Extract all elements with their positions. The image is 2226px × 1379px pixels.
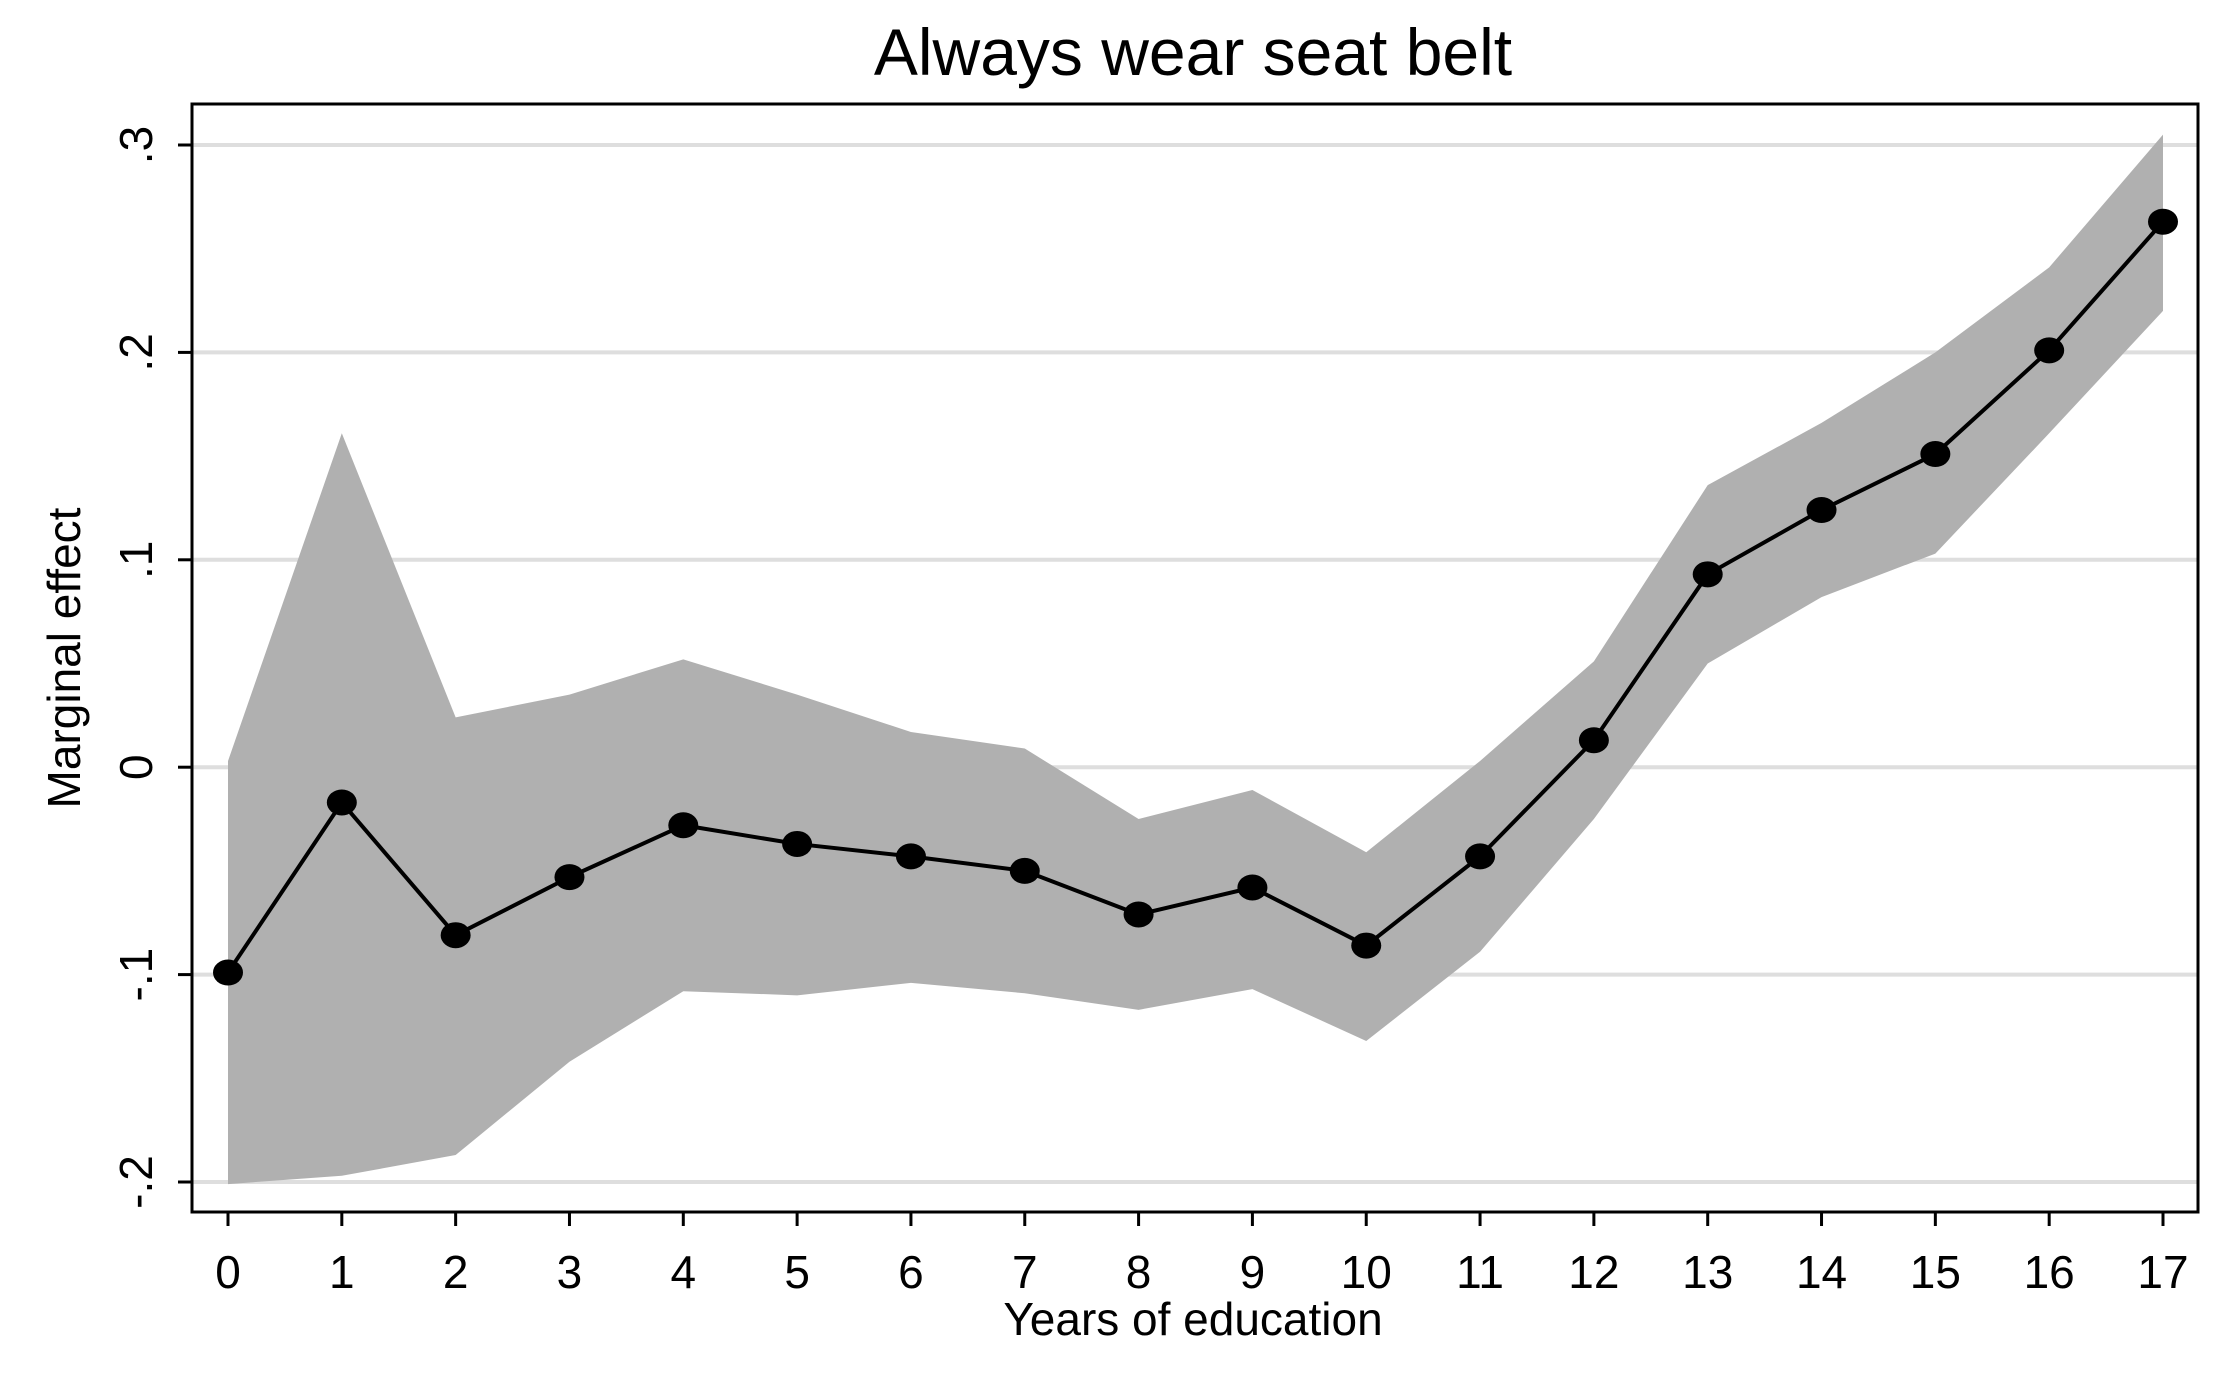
x-tick-label-12: 12 — [1568, 1246, 1619, 1298]
data-point-4 — [668, 812, 699, 839]
data-point-14 — [1806, 497, 1837, 524]
x-tick-label-2: 2 — [443, 1246, 469, 1298]
data-point-8 — [1123, 901, 1154, 928]
x-tick-label-13: 13 — [1682, 1246, 1733, 1298]
data-point-3 — [554, 864, 585, 891]
y-tick-label-2: 0 — [110, 754, 162, 780]
x-tick-label-1: 1 — [329, 1246, 355, 1298]
x-tick-label-0: 0 — [215, 1246, 241, 1298]
x-tick-label-17: 17 — [2137, 1246, 2188, 1298]
x-tick-label-10: 10 — [1341, 1246, 1392, 1298]
y-tick-label-3: .1 — [110, 541, 162, 579]
y-tick-label-4: .2 — [110, 333, 162, 371]
y-axis-label: Marginal effect — [38, 507, 90, 808]
confidence-band — [228, 134, 2163, 1185]
data-point-11 — [1465, 843, 1496, 870]
x-tick-label-8: 8 — [1126, 1246, 1152, 1298]
data-point-6 — [895, 843, 926, 870]
data-point-9 — [1237, 874, 1268, 901]
x-tick-label-3: 3 — [557, 1246, 583, 1298]
data-point-10 — [1351, 932, 1382, 959]
x-tick-label-14: 14 — [1796, 1246, 1847, 1298]
data-point-7 — [1009, 857, 1040, 884]
x-tick-label-5: 5 — [784, 1246, 810, 1298]
data-point-0 — [213, 959, 243, 986]
x-tick-label-9: 9 — [1240, 1246, 1266, 1298]
y-axis: -.2 -.1 0 .1 .2 .3 — [110, 126, 192, 1209]
data-point-5 — [782, 830, 813, 857]
y-tick-label-0: -.2 — [110, 1155, 162, 1209]
x-tick-label-7: 7 — [1012, 1246, 1038, 1298]
confidence-band-layer — [228, 134, 2163, 1185]
y-tick-label-1: -.1 — [110, 948, 162, 1002]
x-tick-label-16: 16 — [2024, 1246, 2075, 1298]
data-point-15 — [1920, 441, 1951, 468]
data-point-17 — [2148, 208, 2178, 235]
data-point-12 — [1578, 727, 1609, 754]
y-tick-label-5: .3 — [110, 126, 162, 164]
data-points — [213, 208, 2178, 986]
series-line-layer — [226, 220, 2165, 974]
x-tick-label-4: 4 — [670, 1246, 696, 1298]
x-axis: 0 1 2 3 4 5 6 7 8 9 10 11 12 13 14 15 16 17 — [215, 1212, 2189, 1298]
data-point-2 — [440, 922, 471, 949]
data-point-13 — [1692, 561, 1723, 588]
series-line-0 — [226, 220, 2165, 974]
data-point-1 — [326, 789, 357, 816]
x-tick-label-11: 11 — [1456, 1246, 1504, 1298]
chart-title: Always wear seat belt — [874, 15, 1512, 89]
plot-frame — [190, 102, 2200, 1214]
x-tick-label-15: 15 — [1910, 1246, 1961, 1298]
x-axis-label: Years of education — [1003, 1293, 1382, 1345]
x-tick-label-6: 6 — [898, 1246, 924, 1298]
data-point-16 — [2034, 337, 2065, 364]
